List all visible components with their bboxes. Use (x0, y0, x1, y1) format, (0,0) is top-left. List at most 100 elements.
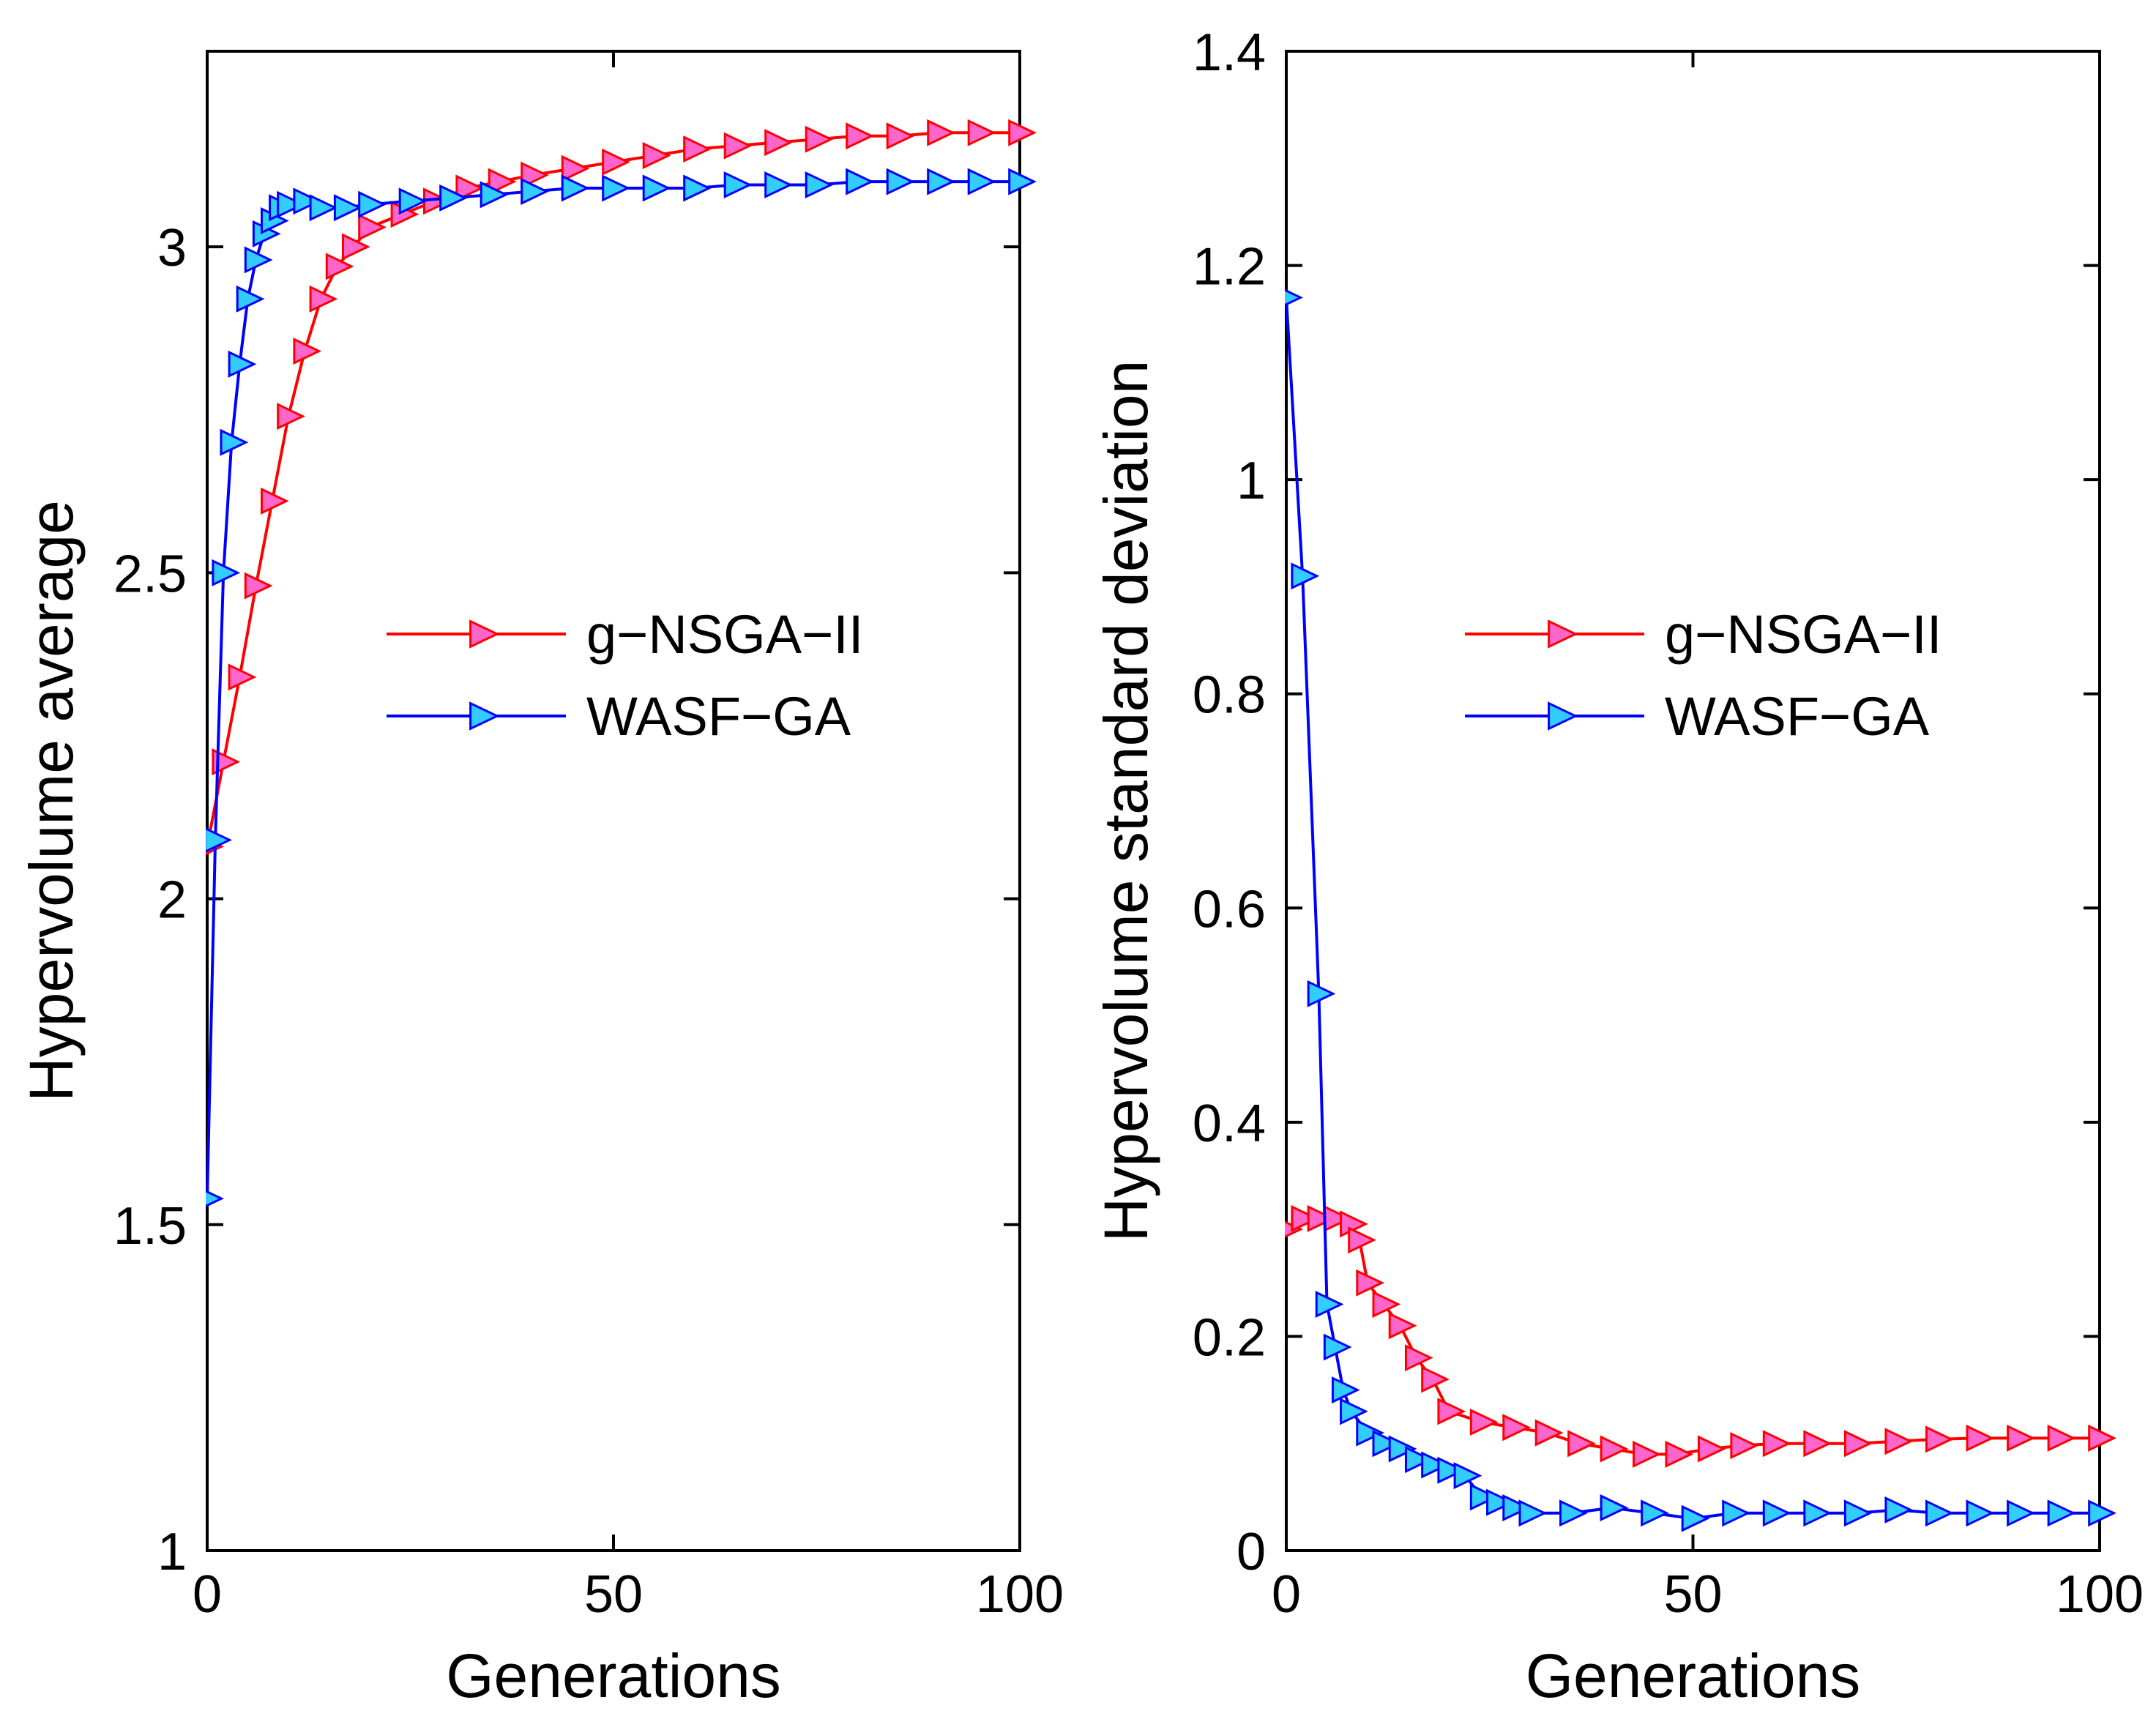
chart1-data-point (325, 253, 354, 280)
chart1-data-point (342, 233, 370, 261)
chart1: 0 50 100 1 1.5 2 2.5 3 Generations Hypervolume av… (17, 50, 1064, 1710)
chart2-data-point (1372, 1291, 1401, 1319)
chart2-data-point (1356, 1269, 1385, 1297)
chart2-data-point (1315, 1291, 1344, 1319)
chart2-data-point (1453, 1462, 1482, 1490)
chart1-data-point (967, 168, 996, 195)
chart2-series-g-nsga-ii (1285, 1205, 2116, 1468)
chart1-data-point (846, 168, 874, 195)
chart2-data-point (1966, 1499, 1995, 1527)
chart2-y-tick-label: 1.4 (1193, 23, 1266, 82)
chart1-data-point (927, 168, 955, 195)
chart2-data-point (1665, 1440, 1694, 1468)
chart1-data-point (521, 177, 549, 205)
chart1-data-point (309, 285, 338, 313)
chart2-data-point (1469, 1408, 1499, 1436)
chart2-data-point (1925, 1425, 1954, 1453)
chart1-data-point (220, 428, 249, 456)
chart2-data-point (1730, 1432, 1759, 1460)
chart1-data-point (358, 213, 387, 241)
chart1-data-point (236, 285, 265, 313)
chart2-x-tick-label: 100 (2056, 1565, 2144, 1624)
chart2-data-point (1372, 1430, 1401, 1458)
chart1-data-point (244, 572, 273, 600)
chart1-series-wasf-ga (206, 168, 1037, 1208)
chart1-data-point (602, 174, 630, 202)
chart1-data-point (488, 168, 517, 195)
chart1-data-point (764, 171, 793, 199)
chart1-data-point (642, 174, 671, 202)
chart2-legend-marker (1548, 701, 1578, 731)
chart1-legend-marker (469, 619, 500, 649)
chart2-data-point (1600, 1435, 1629, 1463)
chart1-legend: g−NSGA−II WASF−GA (387, 604, 863, 747)
chart2: 0 50 100 0 0.2 0.4 0.6 0.8 1 1.2 1.4 Generations Hyp… (1092, 23, 2144, 1710)
chart2-data-point (1421, 1365, 1450, 1393)
chart2-data-point (1502, 1494, 1532, 1521)
chart1-x-tick-label: 100 (976, 1565, 1064, 1624)
chart2-data-point (1641, 1499, 1669, 1527)
chart2-data-point (2088, 1499, 2116, 1527)
chart1-data-point (723, 132, 753, 160)
chart2-data-point (1502, 1414, 1532, 1442)
chart2-legend-label: WASF−GA (1665, 686, 1930, 747)
chart2-data-point (1348, 1226, 1376, 1254)
chart2-data-point (1291, 562, 1320, 590)
chart1-x-tick-label: 50 (584, 1565, 643, 1624)
chart2-data-point (1722, 1499, 1751, 1527)
chart1-data-point (642, 141, 671, 169)
chart1-data-point (439, 184, 468, 212)
chart2-data-point (1388, 1435, 1417, 1463)
chart2-legend: g−NSGA−II WASF−GA (1465, 604, 1941, 747)
chart1-data-point (261, 487, 289, 515)
chart1-data-point (1008, 119, 1037, 146)
chart1-data-point (886, 168, 915, 195)
chart1-data-point (927, 119, 955, 146)
chart1-data-point (293, 187, 322, 215)
chart1-data-point (309, 194, 338, 222)
chart2-data-point (1388, 1312, 1417, 1340)
chart2-data-point (1518, 1499, 1548, 1527)
chart2-legend-marker (1548, 619, 1578, 649)
chart1-y-tick-label: 1.5 (113, 1197, 187, 1256)
chart2-data-point (1437, 1398, 1466, 1425)
chart2-data-point (1762, 1499, 1791, 1527)
chart2-data-point (1697, 1435, 1726, 1463)
chart2-data-point (1486, 1488, 1515, 1516)
chart2-data-point (1469, 1483, 1499, 1511)
chart2-data-point (2088, 1424, 2116, 1452)
chart2-data-point (2047, 1424, 2076, 1452)
chart2-y-tick-label: 0 (1236, 1523, 1266, 1581)
chart2-data-point (1803, 1430, 1832, 1458)
chart1-y-tick-label: 2.5 (113, 545, 187, 603)
chart1-data-point (293, 338, 322, 365)
chart2-x-axis-label: Generations (1526, 1641, 1861, 1710)
chart1-data-point (723, 171, 753, 199)
chart2-y-axis-label: Hypervolume standard deviation (1092, 360, 1160, 1242)
chart2-data-point (2047, 1499, 2076, 1527)
chart1-data-point (212, 559, 241, 586)
chart2-data-point (1559, 1499, 1588, 1527)
chart2-data-point (1307, 1205, 1336, 1233)
chart2-data-point (1307, 980, 1336, 1007)
chart1-data-point (764, 129, 793, 157)
chart1-plot-area (206, 50, 1021, 1552)
chart2-data-point (1843, 1430, 1873, 1458)
chart1-data-point (277, 190, 305, 218)
chart2-data-point (2007, 1499, 2035, 1527)
chart1-y-axis-label: Hypervolume average (17, 500, 86, 1102)
chart2-data-point (1285, 288, 1303, 307)
chart1-legend-marker (469, 701, 500, 731)
chart2-x-tick-label: 50 (1663, 1565, 1722, 1624)
chart2-legend-label: g−NSGA−II (1665, 604, 1941, 665)
chart2-data-point (1884, 1428, 1914, 1455)
chart2-data-point (1762, 1430, 1791, 1458)
chart2-x-tick-label: 0 (1272, 1565, 1301, 1624)
chart1-y-tick-label: 1 (157, 1523, 187, 1581)
chart2-data-point (1404, 1446, 1433, 1474)
chart1-data-point (228, 663, 257, 691)
chart2-data-point (1884, 1496, 1914, 1524)
chart1-data-point (1008, 168, 1037, 195)
chart2-y-tick-label: 0.6 (1193, 880, 1266, 939)
